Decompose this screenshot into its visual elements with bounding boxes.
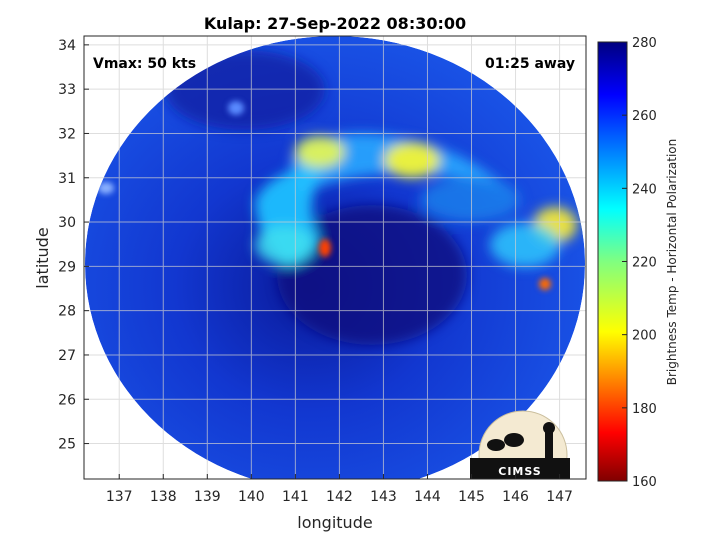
y-tick-label: 31 (58, 171, 76, 187)
x-axis-label: longitude (297, 513, 372, 532)
cimss-logo: CIMSS (470, 410, 570, 479)
x-tick-label: 141 (282, 489, 309, 505)
y-tick-label: 28 (58, 304, 76, 320)
y-tick-label: 33 (58, 82, 76, 98)
logo-dish-left (487, 439, 505, 451)
y-tick-label: 32 (58, 126, 76, 142)
colorbar-tick-label: 220 (632, 256, 657, 271)
cyan-cell-east (490, 223, 560, 267)
plot-area: CIMSS (84, 36, 586, 479)
y-tick-label: 30 (58, 215, 76, 231)
x-tick-label: 139 (194, 489, 221, 505)
logo-disc (478, 410, 568, 479)
cold-spot-northwest (228, 101, 244, 115)
x-tick-label: 144 (414, 489, 441, 505)
y-axis-label: latitude (33, 227, 52, 288)
colorbar-tick-label: 200 (632, 329, 657, 344)
colorbar-ticks: 160 180 200 220 240 260 280 (622, 36, 657, 490)
colorbar-tick-label: 260 (632, 109, 657, 124)
logo-dish-right (504, 433, 524, 447)
yellow-cell-northeast (384, 142, 440, 178)
y-tick-label: 25 (58, 437, 76, 453)
light-band-east (420, 178, 520, 222)
time-away-annotation: 01:25 away (485, 56, 575, 72)
northwest-dark (165, 50, 325, 130)
y-tick-label: 34 (58, 38, 76, 54)
y-tick-label: 26 (58, 392, 76, 408)
colorbar-tick-label: 240 (632, 182, 657, 197)
colorbar-tick-label: 160 (632, 475, 657, 490)
y-tick-label: 29 (58, 259, 76, 275)
colorbar: 160 180 200 220 240 260 280 Brightness Temp - … (597, 36, 679, 490)
logo-tower (545, 430, 553, 460)
x-tick-label: 147 (546, 489, 573, 505)
cyan-patch-southwest (255, 225, 315, 265)
y-tick-label: 27 (58, 348, 76, 364)
y-axis-ticks: 25 26 27 28 29 30 31 32 33 34 (58, 38, 89, 453)
satellite-swath (85, 36, 585, 479)
logo-tower-dome (543, 422, 555, 434)
colorbar-tick-label: 180 (632, 402, 657, 417)
colorbar-label: Brightness Temp - Horizontal Polarizatio… (665, 139, 679, 386)
hot-spot-center (319, 239, 331, 257)
x-tick-label: 142 (326, 489, 353, 505)
x-tick-label: 143 (370, 489, 397, 505)
x-tick-label: 138 (150, 489, 177, 505)
hot-spot-east (539, 278, 551, 290)
colorbar-tick-label: 280 (632, 36, 657, 51)
logo-text: CIMSS (498, 465, 541, 478)
logo-building (470, 458, 570, 479)
yellow-cell-north (295, 136, 345, 168)
cold-spot-west (98, 182, 114, 194)
x-tick-label: 145 (458, 489, 485, 505)
x-tick-label: 146 (502, 489, 529, 505)
x-tick-label: 140 (238, 489, 265, 505)
vmax-annotation: Vmax: 50 kts (93, 56, 196, 72)
x-axis-ticks: 137 138 139 140 141 142 143 144 145 146 147 (106, 474, 573, 505)
chart-title: Kulap: 27-Sep-2022 08:30:00 (204, 14, 466, 33)
axes-frame (83, 35, 587, 480)
x-tick-label: 137 (106, 489, 133, 505)
